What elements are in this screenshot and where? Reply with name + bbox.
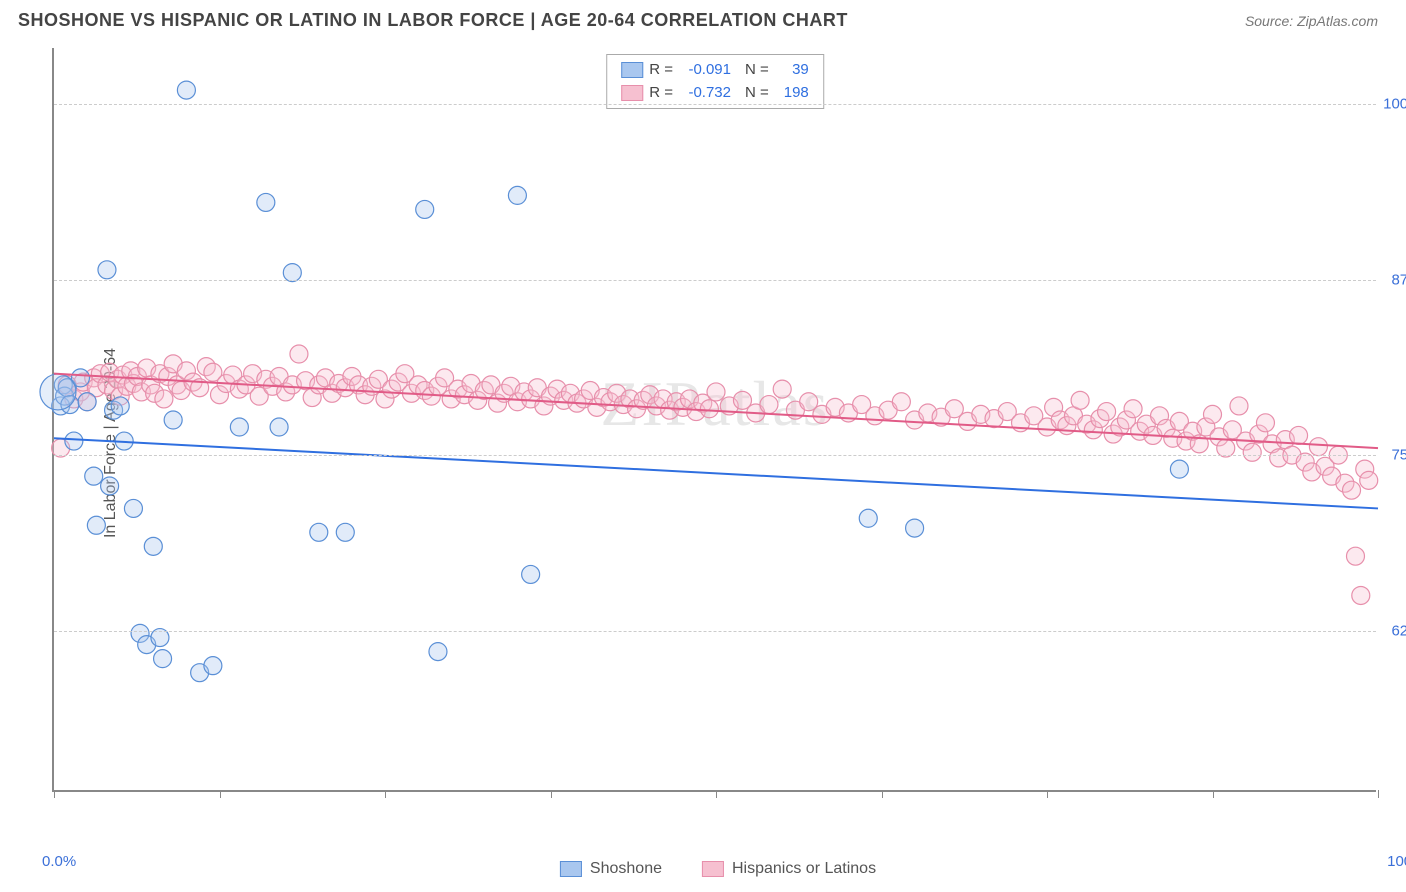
data-point	[40, 374, 76, 410]
data-point	[270, 418, 288, 436]
data-point	[85, 467, 103, 485]
x-tick	[882, 790, 883, 798]
legend-n-label: N =	[745, 59, 769, 82]
data-point	[154, 650, 172, 668]
chart-title: SHOSHONE VS HISPANIC OR LATINO IN LABOR …	[18, 10, 848, 31]
data-point	[416, 200, 434, 218]
data-point	[111, 397, 129, 415]
data-point	[310, 523, 328, 541]
data-point	[124, 499, 142, 517]
legend-n-value: 198	[775, 82, 809, 105]
legend-r-value: -0.732	[679, 82, 731, 105]
data-point	[144, 537, 162, 555]
data-point	[700, 400, 718, 418]
legend-item: Hispanics or Latinos	[702, 860, 876, 878]
data-point	[707, 383, 725, 401]
data-point	[257, 193, 275, 211]
data-point	[230, 418, 248, 436]
data-point	[204, 657, 222, 675]
data-point	[336, 523, 354, 541]
data-point	[522, 565, 540, 583]
data-point	[155, 390, 173, 408]
legend-swatch	[621, 62, 643, 78]
plot-area: ZIPatlas R =-0.091N =39R =-0.732N =198 6…	[52, 48, 1376, 792]
gridline	[54, 104, 1376, 105]
y-tick-label: 62.5%	[1382, 622, 1406, 639]
x-tick	[1378, 790, 1379, 798]
legend-label: Shoshone	[590, 860, 662, 878]
data-point	[164, 411, 182, 429]
y-tick-label: 75.0%	[1382, 447, 1406, 464]
data-point	[101, 477, 119, 495]
legend-label: Hispanics or Latinos	[732, 860, 876, 878]
x-max-label: 100.0%	[1387, 853, 1406, 870]
data-point	[65, 432, 83, 450]
data-point	[1230, 397, 1248, 415]
data-point	[1352, 586, 1370, 604]
correlation-legend: R = -0.091 N = 39 R = -0.732 N = 198	[606, 54, 824, 109]
data-point	[508, 186, 526, 204]
legend-n-label: N =	[745, 82, 769, 105]
data-point	[1346, 547, 1364, 565]
data-point	[1170, 460, 1188, 478]
x-tick	[54, 790, 55, 798]
chart-container: In Labor Force | Age 20-64 ZIPatlas R =-…	[48, 48, 1388, 838]
data-point	[906, 519, 924, 537]
legend-swatch	[560, 861, 582, 877]
data-point	[429, 643, 447, 661]
data-point	[1343, 481, 1361, 499]
data-point	[98, 261, 116, 279]
data-point	[1204, 405, 1222, 423]
legend-r-value: -0.091	[679, 59, 731, 82]
x-tick	[1047, 790, 1048, 798]
data-point	[1071, 391, 1089, 409]
data-point	[1124, 400, 1142, 418]
data-point	[1256, 414, 1274, 432]
data-point	[859, 509, 877, 527]
data-point	[1290, 426, 1308, 444]
legend-swatch	[621, 85, 643, 101]
x-tick	[551, 790, 552, 798]
data-point	[177, 81, 195, 99]
legend-row: R = -0.091 N = 39	[621, 59, 809, 82]
legend-row: R = -0.732 N = 198	[621, 82, 809, 105]
data-point	[760, 396, 778, 414]
scatter-svg	[54, 48, 1378, 792]
legend-item: Shoshone	[560, 860, 662, 878]
gridline	[54, 280, 1376, 281]
data-point	[1360, 471, 1378, 489]
legend-n-value: 39	[775, 59, 809, 82]
x-min-label: 0.0%	[42, 853, 76, 870]
data-point	[892, 393, 910, 411]
gridline	[54, 631, 1376, 632]
gridline	[54, 455, 1376, 456]
x-tick	[716, 790, 717, 798]
series-legend: Shoshone Hispanics or Latinos	[560, 860, 876, 878]
x-tick	[1213, 790, 1214, 798]
y-tick-label: 87.5%	[1382, 271, 1406, 288]
data-point	[1243, 443, 1261, 461]
legend-r-label: R =	[649, 59, 673, 82]
legend-swatch	[702, 861, 724, 877]
data-point	[1098, 403, 1116, 421]
x-tick	[385, 790, 386, 798]
data-point	[78, 393, 96, 411]
source-attribution: Source: ZipAtlas.com	[1245, 13, 1378, 29]
data-point	[290, 345, 308, 363]
x-tick	[220, 790, 221, 798]
y-tick-label: 100.0%	[1382, 96, 1406, 113]
data-point	[1309, 438, 1327, 456]
legend-r-label: R =	[649, 82, 673, 105]
data-point	[87, 516, 105, 534]
data-point	[773, 380, 791, 398]
chart-header: SHOSHONE VS HISPANIC OR LATINO IN LABOR …	[0, 0, 1406, 35]
